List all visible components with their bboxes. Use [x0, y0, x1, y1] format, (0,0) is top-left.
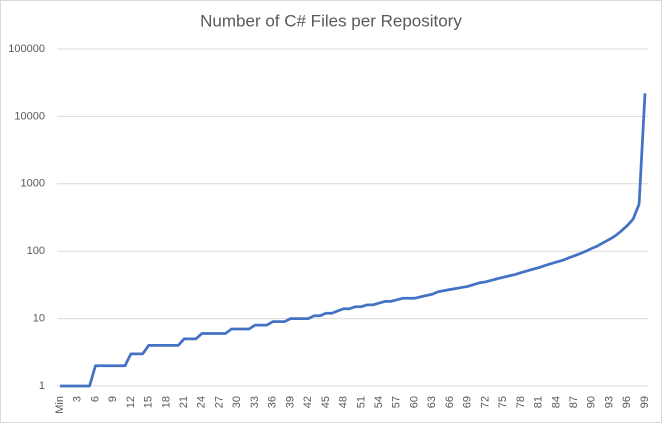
x-tick-label: 93: [603, 396, 615, 408]
x-tick-label: 15: [143, 396, 155, 408]
x-tick-label: 78: [515, 396, 527, 408]
x-tick-label: 36: [267, 396, 279, 408]
x-tick-label: 57: [391, 396, 403, 408]
y-tick-label: 1000: [21, 178, 45, 190]
x-tick-label: 54: [373, 396, 385, 408]
data-line: [60, 93, 647, 388]
x-tick-label: 69: [462, 396, 474, 408]
x-tick-label: 87: [568, 396, 580, 408]
x-tick-label: 90: [586, 396, 598, 408]
x-tick-label: 6: [89, 396, 101, 402]
x-tick-label: 24: [196, 396, 208, 408]
chart-title: Number of C# Files per Repository: [200, 11, 462, 30]
x-tick-label: 66: [444, 396, 456, 408]
y-tick-label: 10000: [14, 110, 45, 122]
x-tick-label: 42: [302, 396, 314, 408]
y-tick-label: 100: [27, 245, 45, 257]
x-tick-label: 75: [497, 396, 509, 408]
y-tick-label: 1: [39, 380, 45, 392]
x-tick-label: 30: [231, 396, 243, 408]
x-tick-label: 33: [249, 396, 261, 408]
x-tick-label: 9: [107, 396, 119, 402]
x-tick-label: 63: [426, 396, 438, 408]
x-tick-label: 39: [284, 396, 296, 408]
x-tick-label: 81: [533, 396, 545, 408]
x-tick-label: 21: [178, 396, 190, 408]
y-tick-label: 10: [33, 313, 45, 325]
x-tick-label: 99: [639, 396, 651, 408]
y-tick-label: 100000: [8, 43, 45, 55]
x-tick-label: 51: [355, 396, 367, 408]
x-tick-label: 45: [320, 396, 332, 408]
x-tick-label: 18: [160, 396, 172, 408]
x-tick-label: 3: [72, 396, 84, 402]
x-tick-label: 27: [213, 396, 225, 408]
x-tick-label: 12: [125, 396, 137, 408]
x-tick-label: Min: [54, 396, 66, 414]
x-tick-label: 60: [408, 396, 420, 408]
x-tick-label: 72: [479, 396, 491, 408]
x-tick-label: 48: [338, 396, 350, 408]
x-tick-label: 96: [621, 396, 633, 408]
x-tick-label: 84: [550, 396, 562, 408]
